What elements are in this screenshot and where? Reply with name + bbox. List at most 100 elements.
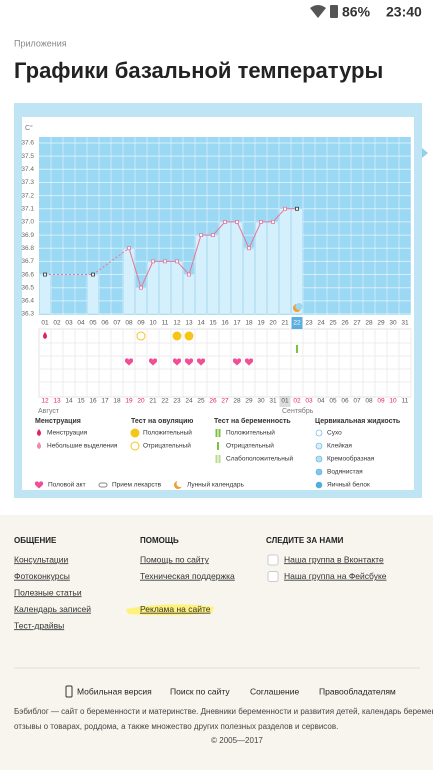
y-unit: C° (25, 124, 33, 132)
footer-link[interactable]: Помощь по сайту (140, 554, 210, 564)
y-tick-label: 36.9 (21, 232, 34, 239)
y-tick-label: 36.6 (21, 271, 34, 278)
bottom-link[interactable]: Мобильная версия (77, 686, 152, 696)
fluid-icon (315, 442, 323, 450)
point (271, 220, 275, 224)
legend-label: Положительный (143, 429, 192, 437)
x-tick-label: 26 (341, 320, 349, 327)
date-label: 06 (341, 398, 349, 405)
footer-bg (0, 515, 433, 770)
y-tick-label: 37.2 (21, 192, 34, 199)
x-tick-label: 14 (197, 320, 205, 327)
date-label: 08 (365, 398, 373, 405)
point (127, 246, 131, 251)
date-label: 18 (113, 398, 121, 405)
point (235, 220, 239, 224)
strip-icon (218, 455, 221, 463)
point (259, 220, 263, 224)
footer-link[interactable]: Реклама на сайте (140, 604, 211, 614)
date-label: 10 (389, 398, 397, 405)
x-tick-label: 28 (365, 320, 373, 327)
y-tick-label: 36.5 (21, 284, 34, 291)
wifi-icon (310, 5, 326, 18)
social-icon (267, 554, 279, 566)
bar (207, 234, 219, 315)
date-label: 05 (329, 398, 337, 405)
footer-link[interactable]: Фотоконкурсы (14, 571, 70, 581)
tracker-area (38, 328, 412, 398)
fluid-icon (315, 429, 323, 437)
battery-icon (330, 5, 338, 18)
bar (255, 221, 267, 315)
footer-link[interactable]: Наша группа в Вконтакте (284, 554, 384, 564)
drop-icon (37, 429, 41, 436)
footer-link[interactable]: Календарь записей (14, 604, 91, 614)
x-tick-label: 20 (269, 320, 277, 327)
strip-icon (296, 345, 298, 353)
x-tick-label: 23 (305, 320, 313, 327)
legend-title: Тест на овуляцию (131, 418, 193, 425)
strip-icon (215, 455, 218, 463)
moon-cut (176, 480, 184, 487)
point (175, 259, 179, 264)
heart-icon (232, 358, 242, 366)
x-tick-label: 31 (401, 320, 409, 327)
about-text: отзывы о товарах, роддома, а также множе… (14, 722, 338, 731)
footer-link[interactable]: Полезные статьи (14, 587, 82, 597)
footer-link[interactable]: Наша группа на Фейсбуке (284, 571, 387, 581)
month-label: Сентябрь (282, 407, 314, 415)
date-label: 21 (149, 398, 157, 405)
selected-day (291, 317, 303, 329)
bar (87, 274, 99, 315)
x-tick-label: 30 (389, 320, 397, 327)
footer-link[interactable]: Тест-драйвы (14, 620, 64, 630)
bottom-link[interactable]: Правообладателям (319, 686, 396, 696)
legend-label: Сухо (327, 430, 342, 437)
footer-heading: СЛЕДИТЕ ЗА НАМИ (266, 536, 344, 545)
date-label: 25 (197, 398, 205, 405)
legend-label: Небольшие выделения (47, 442, 118, 450)
y-tick-label: 36.7 (21, 258, 34, 265)
legend-label: Отрицательный (143, 442, 191, 450)
legend-title: Тест на беременность (214, 417, 291, 425)
point (139, 285, 143, 290)
battery-level: 86% (342, 4, 371, 20)
bar (159, 261, 171, 315)
point (283, 206, 287, 211)
x-tick-label: 05 (89, 320, 97, 327)
test-icon (184, 331, 194, 341)
date-label: 24 (185, 398, 193, 405)
breadcrumb: Приложения (14, 38, 67, 48)
test-icon (130, 428, 140, 438)
x-tick-label: 16 (221, 320, 229, 327)
heart-icon (148, 358, 158, 366)
point (223, 220, 227, 224)
legend-label: Менструация (47, 430, 88, 437)
phone-icon (65, 685, 73, 698)
footer-heading: ПОМОЩЬ (140, 536, 179, 545)
point (151, 259, 155, 264)
bottom-link[interactable]: Соглашение (250, 686, 299, 696)
x-tick-label: 27 (353, 320, 361, 327)
heart-icon (34, 481, 44, 489)
footer-link[interactable]: Консультации (14, 554, 69, 564)
footer-link[interactable]: Техническая поддержка (140, 571, 235, 581)
drop-icon (43, 332, 47, 339)
bar (135, 287, 147, 315)
copyright: © 2005—2017 (211, 736, 263, 745)
bottom-link[interactable]: Поиск по сайту (170, 686, 230, 696)
point (43, 272, 47, 277)
x-tick-label: 07 (113, 320, 121, 327)
date-label: 12 (41, 398, 49, 405)
legend-title: Цервикальная жидкость (315, 418, 401, 425)
date-label: 14 (65, 398, 73, 405)
legend-label: Слабоположительный (226, 455, 294, 463)
date-label: 30 (257, 398, 265, 405)
bar (279, 208, 291, 315)
x-tick-label: 21 (281, 320, 289, 327)
date-label: 03 (305, 398, 313, 405)
heart-icon (196, 358, 206, 366)
y-tick-label: 37.3 (21, 179, 34, 186)
legend-label: Кремообразная (327, 455, 375, 463)
